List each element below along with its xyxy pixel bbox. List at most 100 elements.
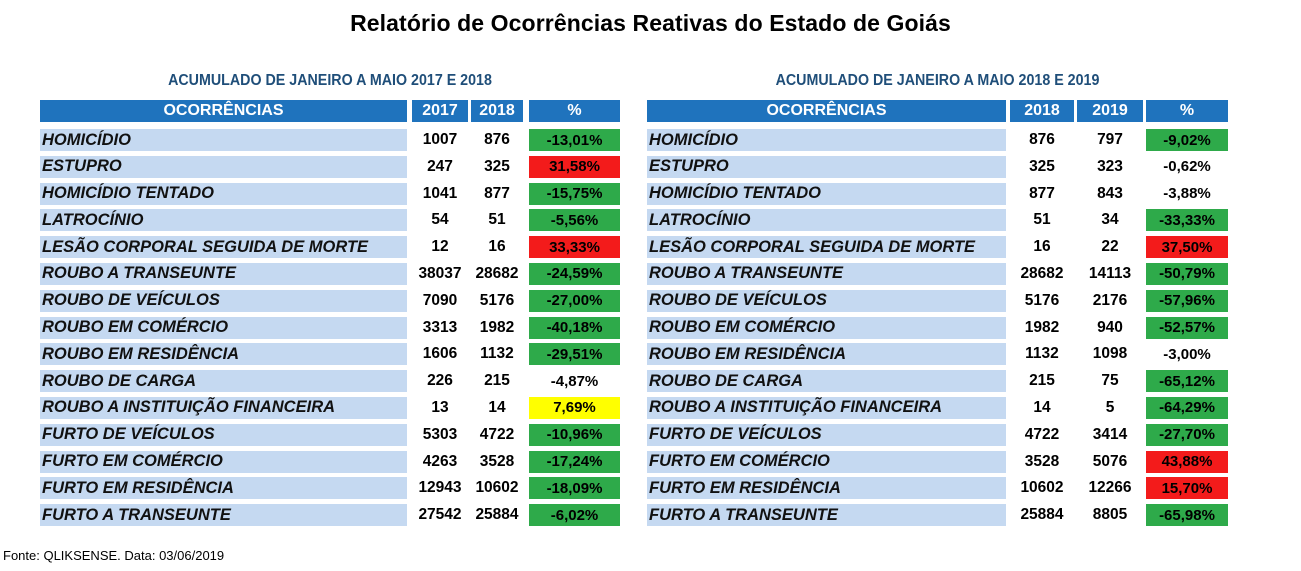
percent-change: 37,50% xyxy=(1146,236,1228,259)
percent-change: -52,57% xyxy=(1146,316,1228,339)
percent-change: -27,00% xyxy=(529,289,620,312)
table-row: ROUBO DE VEÍCULOS 5176 2176 -57,96% xyxy=(647,288,1228,315)
count-year-b: 323 xyxy=(1097,157,1123,175)
count-year-b: 4722 xyxy=(479,425,515,443)
count-year-b: 8805 xyxy=(1092,506,1128,524)
table-row: FURTO DE VEÍCULOS 4722 3414 -27,70% xyxy=(647,422,1228,449)
count-year-a: 7090 xyxy=(422,291,458,309)
count-year-b: 10602 xyxy=(475,479,519,497)
count-year-a: 876 xyxy=(1029,131,1055,148)
left-panel-title: ACUMULADO DE JANEIRO A MAIO 2017 E 2018 xyxy=(168,72,492,89)
count-year-a: 3313 xyxy=(422,318,458,336)
count-year-a: 5176 xyxy=(1024,291,1060,309)
percent-change: 15,70% xyxy=(1146,477,1228,500)
count-year-a: 325 xyxy=(1029,157,1055,175)
occurrence-name: FURTO DE VEÍCULOS xyxy=(647,423,1006,446)
occurrence-name: FURTO A TRANSEUNTE xyxy=(40,504,407,527)
count-year-a: 27542 xyxy=(418,506,462,524)
table-row: FURTO EM COMÉRCIO 4263 3528 -17,24% xyxy=(40,449,620,476)
occurrence-name: ROUBO DE CARGA xyxy=(40,370,407,393)
count-year-a: 12943 xyxy=(418,479,462,497)
source-note: Fonte: QLIKSENSE. Data: 03/06/2019 xyxy=(3,548,225,563)
count-year-a: 25884 xyxy=(1020,506,1064,524)
percent-change: 43,88% xyxy=(1146,450,1228,473)
table-row: ROUBO EM COMÉRCIO 3313 1982 -40,18% xyxy=(40,315,620,342)
percent-change: -3,88% xyxy=(1163,185,1211,203)
percent-change: 33,33% xyxy=(529,236,620,259)
count-year-b: 843 xyxy=(1097,184,1123,202)
table-row: HOMICÍDIO TENTADO 1041 877 -15,75% xyxy=(40,181,620,208)
percent-change: -13,01% xyxy=(529,129,620,151)
occurrence-name: FURTO EM RESIDÊNCIA xyxy=(647,477,1006,500)
count-year-a: 16 xyxy=(1033,238,1051,256)
percent-change: -5,56% xyxy=(529,209,620,232)
table-row: FURTO A TRANSEUNTE 27542 25884 -6,02% xyxy=(40,502,620,529)
percent-change: 7,69% xyxy=(529,396,620,419)
header-ocorrencias: OCORRÊNCIAS xyxy=(40,100,407,122)
header-percent: % xyxy=(1146,100,1228,122)
table-row: ROUBO A INSTITUIÇÃO FINANCEIRA 14 5 -64,29% xyxy=(647,395,1228,422)
count-year-b: 940 xyxy=(1097,318,1123,336)
count-year-b: 325 xyxy=(484,157,510,175)
table-row: HOMICÍDIO 876 797 -9,02% xyxy=(647,127,1228,154)
percent-change: -27,70% xyxy=(1146,423,1228,446)
table-row: ESTUPRO 247 325 31,58% xyxy=(40,154,620,181)
count-year-b: 2176 xyxy=(1092,291,1128,309)
percent-change: -24,59% xyxy=(529,262,620,285)
count-year-b: 5176 xyxy=(479,291,515,309)
occurrence-name: ROUBO A TRANSEUNTE xyxy=(40,262,407,285)
header-year-a: 2017 xyxy=(412,100,468,122)
occurrence-name: FURTO EM RESIDÊNCIA xyxy=(40,477,407,500)
right-table-header: OCORRÊNCIAS 2018 2019 % xyxy=(647,100,1228,122)
count-year-a: 1132 xyxy=(1025,345,1059,363)
count-year-b: 34 xyxy=(1101,211,1119,229)
count-year-a: 51 xyxy=(1033,211,1051,229)
count-year-a: 1041 xyxy=(422,184,458,202)
count-year-b: 5076 xyxy=(1092,452,1128,470)
occurrence-name: ROUBO EM COMÉRCIO xyxy=(647,316,1006,339)
count-year-b: 25884 xyxy=(475,506,519,524)
count-year-a: 38037 xyxy=(418,264,462,282)
table-row: HOMICÍDIO TENTADO 877 843 -3,88% xyxy=(647,181,1228,208)
count-year-a: 4722 xyxy=(1024,425,1060,443)
count-year-a: 1007 xyxy=(422,131,458,148)
table-row: LATROCÍNIO 54 51 -5,56% xyxy=(40,207,620,234)
table-row: ROUBO DE CARGA 226 215 -4,87% xyxy=(40,368,620,395)
table-row: ROUBO EM RESIDÊNCIA 1606 1132 -29,51% xyxy=(40,341,620,368)
table-row: ROUBO EM COMÉRCIO 1982 940 -52,57% xyxy=(647,315,1228,342)
count-year-b: 3528 xyxy=(479,452,515,470)
table-row: ESTUPRO 325 323 -0,62% xyxy=(647,154,1228,181)
count-year-b: 5 xyxy=(1105,398,1115,416)
occurrence-name: HOMICÍDIO xyxy=(40,129,407,151)
occurrence-name: ESTUPRO xyxy=(647,155,1006,178)
occurrence-name: ESTUPRO xyxy=(40,155,407,178)
count-year-a: 14 xyxy=(1033,398,1051,416)
occurrence-name: FURTO EM COMÉRCIO xyxy=(40,450,407,473)
percent-change: -18,09% xyxy=(529,477,620,500)
header-year-a: 2018 xyxy=(1010,100,1074,122)
occurrence-name: HOMICÍDIO TENTADO xyxy=(647,182,1006,205)
table-row: ROUBO A TRANSEUNTE 38037 28682 -24,59% xyxy=(40,261,620,288)
count-year-a: 12 xyxy=(431,238,449,256)
count-year-b: 14113 xyxy=(1088,264,1132,282)
count-year-a: 4263 xyxy=(422,452,458,470)
count-year-b: 16 xyxy=(488,238,506,256)
occurrence-name: FURTO EM COMÉRCIO xyxy=(647,450,1006,473)
count-year-b: 22 xyxy=(1101,238,1119,256)
count-year-a: 1606 xyxy=(422,345,458,363)
percent-change: -6,02% xyxy=(529,504,620,527)
occurrence-name: ROUBO EM COMÉRCIO xyxy=(40,316,407,339)
count-year-a: 3528 xyxy=(1024,452,1060,470)
occurrence-name: HOMICÍDIO xyxy=(647,129,1006,151)
count-year-b: 12266 xyxy=(1088,479,1132,497)
occurrence-name: ROUBO A INSTITUIÇÃO FINANCEIRA xyxy=(40,396,407,419)
occurrence-name: LESÃO CORPORAL SEGUIDA DE MORTE xyxy=(647,236,1006,259)
percent-change: -64,29% xyxy=(1146,396,1228,419)
table-row: FURTO EM RESIDÊNCIA 12943 10602 -18,09% xyxy=(40,475,620,502)
count-year-b: 1132 xyxy=(480,345,514,363)
occurrence-name: LATROCÍNIO xyxy=(40,209,407,232)
table-row: LESÃO CORPORAL SEGUIDA DE MORTE 16 22 37,50… xyxy=(647,234,1228,261)
left-table-body: HOMICÍDIO 1007 876 -13,01% ESTUPRO 247 325 31,5… xyxy=(40,127,620,529)
header-ocorrencias: OCORRÊNCIAS xyxy=(647,100,1006,122)
table-row: ROUBO A TRANSEUNTE 28682 14113 -50,79% xyxy=(647,261,1228,288)
